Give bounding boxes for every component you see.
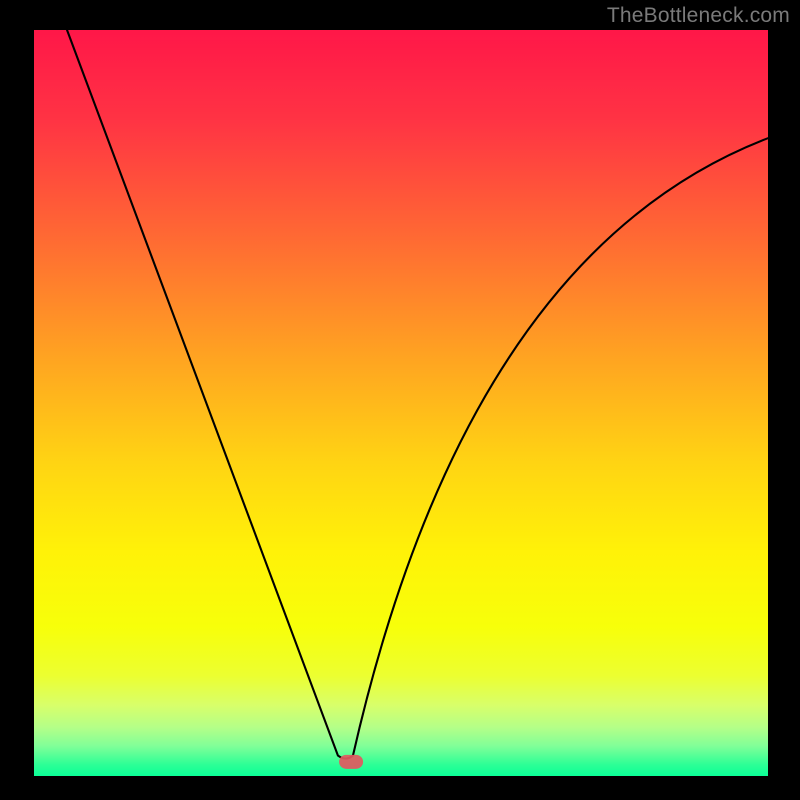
optimal-point-marker [339,755,363,769]
bottleneck-chart [34,30,768,776]
watermark-text: TheBottleneck.com [607,4,790,28]
gradient-background [34,30,768,776]
